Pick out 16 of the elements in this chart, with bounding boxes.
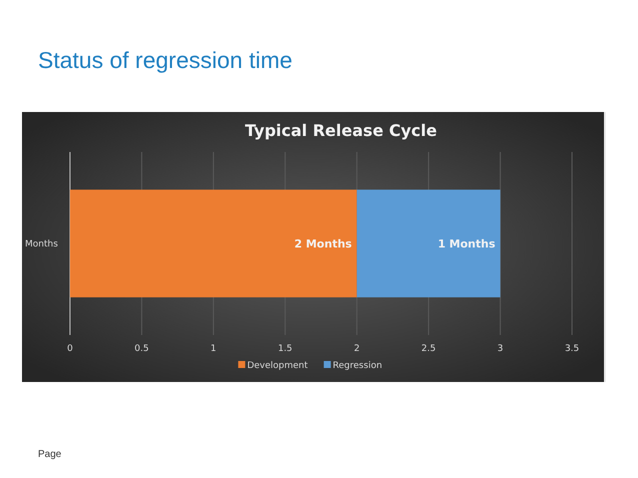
x-tick-label: 0 bbox=[67, 344, 74, 354]
x-tick-label: 3.5 bbox=[564, 344, 580, 354]
data-label: 2 Months bbox=[294, 238, 352, 250]
x-tick-label: 2 bbox=[354, 344, 360, 354]
x-tick-label: 1 bbox=[210, 344, 216, 354]
x-tick-label: 3 bbox=[497, 344, 504, 354]
x-tick-label: 1.5 bbox=[278, 344, 292, 354]
legend-label: Development bbox=[247, 361, 308, 371]
text: Page bbox=[38, 449, 62, 460]
chart-title: Status of regression time bbox=[38, 47, 292, 73]
x-tick-label: 2.5 bbox=[421, 344, 436, 354]
data-label: 1 Months bbox=[438, 238, 496, 250]
y-tick-label: Months bbox=[25, 240, 58, 250]
chart-subtitle: Typical Release Cycle bbox=[245, 121, 438, 140]
x-tick-label: 0.5 bbox=[134, 344, 149, 354]
legend-label: Regression bbox=[332, 361, 382, 371]
